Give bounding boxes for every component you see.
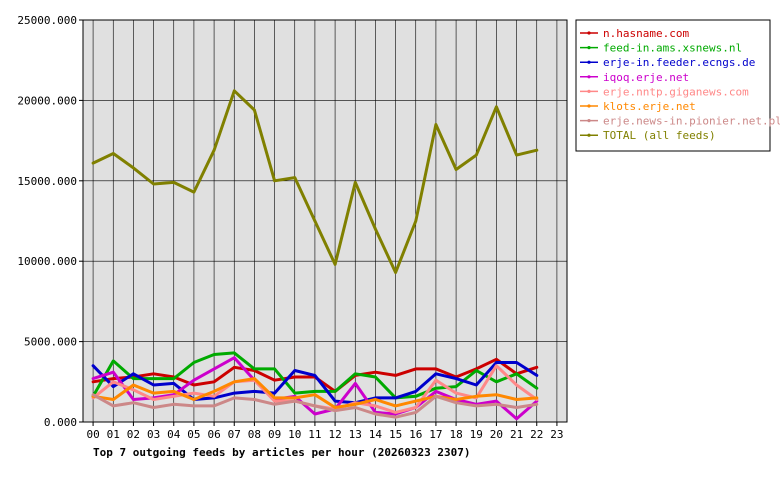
plot-border: [82, 19, 568, 423]
legend-marker: [587, 31, 591, 35]
x-tick-label: 19: [470, 428, 483, 441]
legend-label: n.hasname.com: [603, 27, 689, 40]
y-tick-label: 10000.000: [17, 255, 77, 268]
legend-label: TOTAL (all feeds): [603, 129, 716, 142]
series-line-4: [91, 356, 539, 421]
chart-title: Top 7 outgoing feeds by articles per hou…: [93, 446, 471, 459]
series-line-7: [91, 393, 539, 419]
y-tick-label: 5000.000: [24, 336, 77, 349]
x-tick-label: 03: [147, 428, 160, 441]
x-tick-label: 15: [389, 428, 402, 441]
legend-label: erje-in.feeder.ecngs.de: [603, 56, 755, 69]
x-tick-label: 20: [490, 428, 503, 441]
x-tick-label: 08: [248, 428, 261, 441]
legend: n.hasname.com feed-in.ams.xsnews.nlerje-i…: [575, 19, 780, 152]
series-lines: [91, 89, 539, 421]
legend-marker: [587, 104, 591, 108]
grid-lines: [83, 20, 567, 422]
x-tick-label: 06: [207, 428, 220, 441]
y-tick-label: 0.000: [44, 416, 77, 429]
x-tick-label: 16: [409, 428, 422, 441]
legend-marker: [587, 133, 591, 137]
x-tick-label: 01: [107, 428, 120, 441]
x-tick-label: 11: [308, 428, 321, 441]
x-tick-label: 00: [86, 428, 99, 441]
x-tick-label: 02: [127, 428, 140, 441]
x-tick-label: 07: [228, 428, 241, 441]
legend-label: erje.nntp.giganews.com: [603, 85, 749, 98]
x-tick-label: 18: [449, 428, 462, 441]
x-tick-label: 23: [550, 428, 563, 441]
x-tick-label: 22: [530, 428, 543, 441]
legend-marker: [587, 46, 591, 50]
legend-label: feed-in.ams.xsnews.nl: [603, 42, 742, 55]
legend-marker: [587, 75, 591, 79]
y-tick-label: 20000.000: [17, 94, 77, 107]
x-tick-label: 17: [429, 428, 442, 441]
legend-label: erje.news-in.pionier.net.pl: [603, 115, 780, 128]
x-tick-label: 04: [167, 428, 181, 441]
x-tick-label: 21: [510, 428, 523, 441]
x-tick-label: 10: [288, 428, 301, 441]
legend-label: klots.erje.net: [603, 100, 696, 113]
series-line-8: [91, 89, 539, 274]
x-tick-label: 13: [349, 428, 362, 441]
x-tick-label: 12: [328, 428, 341, 441]
x-tick-label: 09: [268, 428, 281, 441]
y-axis-ticks: 0.000 5000.000 10000.000 15000.000 20000.000…: [17, 14, 83, 429]
y-tick-label: 15000.000: [17, 175, 77, 188]
x-tick-label: 05: [187, 428, 200, 441]
legend-marker: [587, 89, 591, 93]
y-tick-label: 25000.000: [17, 14, 77, 27]
x-axis-ticks: 00 01 02 03 04 05 06 07 08 09 10 11 12 13 14 15 16 17 18 19…: [86, 422, 564, 441]
x-tick-label: 14: [369, 428, 383, 441]
legend-label: iqoq.erje.net: [603, 71, 689, 84]
plot-background: [83, 20, 567, 422]
legend-marker: [587, 60, 591, 64]
legend-box: [575, 19, 771, 152]
series-line-6: [91, 377, 539, 409]
legend-marker: [587, 119, 591, 123]
series-line-3: [91, 361, 539, 405]
